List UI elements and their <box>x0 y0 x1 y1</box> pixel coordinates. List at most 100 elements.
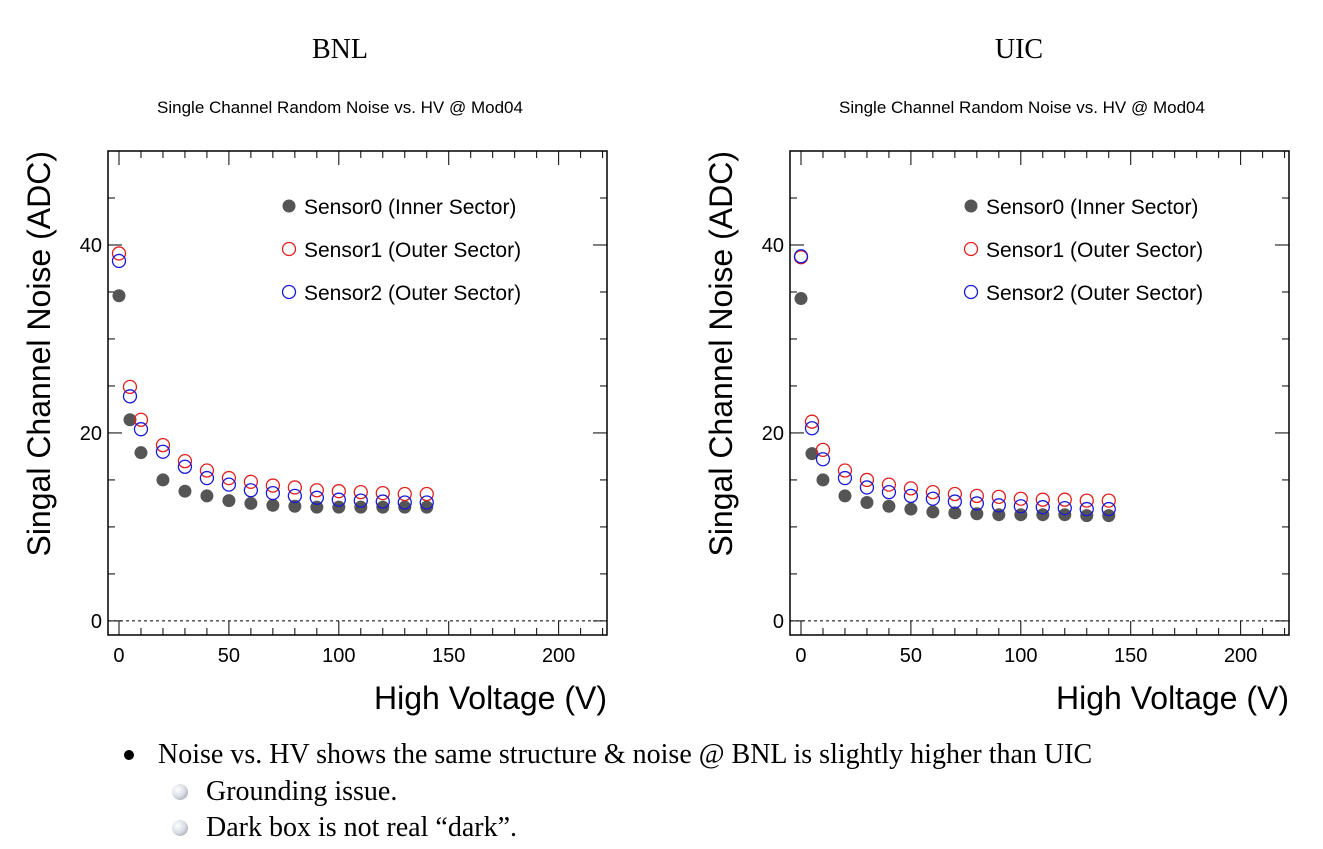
data-point-sensor0 <box>420 500 434 514</box>
data-point-sensor2 <box>177 459 193 474</box>
legend-label-sensor1: Sensor1 (Outer Sector) <box>304 239 521 262</box>
data-point-sensor1 <box>1101 493 1116 508</box>
data-point-sensor2 <box>111 253 127 269</box>
data-point-sensor2 <box>397 495 412 510</box>
data-point-sensor1 <box>1035 492 1050 507</box>
data-point-sensor1 <box>925 484 941 500</box>
y-tick-label: 40 <box>80 235 102 257</box>
data-point-sensor1 <box>309 483 324 498</box>
data-point-sensor2 <box>1079 501 1094 517</box>
data-point-sensor0 <box>1036 508 1050 522</box>
chart-title: Single Channel Random Noise vs. HV @ Mod… <box>839 98 1205 117</box>
y-tick-label: 20 <box>80 423 102 445</box>
legend-marker-sensor0 <box>964 199 978 213</box>
legend-label-sensor2: Sensor2 (Outer Sector) <box>304 282 521 305</box>
x-tick-label: 0 <box>113 645 124 667</box>
data-point-sensor1 <box>419 486 434 502</box>
data-point-sensor1 <box>947 486 963 502</box>
data-point-sensor2 <box>969 496 985 511</box>
data-point-sensor0 <box>398 500 412 514</box>
sub-bullet-text: Dark box is not real “dark”. <box>206 812 517 843</box>
data-point-sensor2 <box>243 483 259 498</box>
data-point-sensor2 <box>1057 500 1072 516</box>
legend-label-sensor0: Sensor0 (Inner Sector) <box>304 196 516 219</box>
x-axis-title: High Voltage (V) <box>374 680 607 716</box>
data-point-sensor1 <box>287 480 303 495</box>
data-point-sensor0 <box>332 500 346 514</box>
legend-marker-sensor1 <box>963 241 979 257</box>
data-point-sensor2 <box>133 422 149 437</box>
data-point-sensor0 <box>882 499 896 513</box>
data-point-sensor0 <box>794 292 808 306</box>
data-point-sensor0 <box>805 447 819 461</box>
data-point-sensor1 <box>353 484 368 500</box>
bullet-dot-icon <box>124 750 134 760</box>
data-point-sensor2 <box>419 495 434 510</box>
data-point-sensor2 <box>859 480 875 495</box>
data-point-sensor2 <box>881 484 897 500</box>
data-point-sensor0 <box>926 505 940 519</box>
data-point-sensor2 <box>199 470 215 486</box>
data-point-sensor1 <box>1079 493 1094 508</box>
data-point-sensor1 <box>1013 491 1028 506</box>
y-tick-label: 0 <box>91 611 102 633</box>
data-point-sensor0 <box>860 495 874 509</box>
data-point-sensor0 <box>200 489 214 503</box>
sub-bullet-icon <box>172 784 188 800</box>
sub-bullet-item: Grounding issue. <box>120 774 1092 810</box>
x-tick-label: 150 <box>432 645 465 667</box>
sub-bullet-item: Dark box is not real “dark”. <box>120 810 1092 846</box>
plot-frame <box>107 150 608 636</box>
data-point-sensor1 <box>177 453 193 469</box>
data-point-sensor2 <box>804 421 820 436</box>
data-point-sensor0 <box>266 498 280 512</box>
legend-label-sensor2: Sensor2 (Outer Sector) <box>986 282 1203 305</box>
data-point-sensor2 <box>221 477 237 492</box>
x-tick-label: 200 <box>1224 645 1257 667</box>
y-axis-title: Singal Channel Noise (ADC) <box>21 151 57 557</box>
data-point-sensor2 <box>375 494 390 509</box>
data-point-sensor2 <box>265 485 281 501</box>
x-axis-title: High Voltage (V) <box>1056 680 1289 716</box>
panel-header-uic: UIC <box>994 34 1044 65</box>
data-point-sensor1 <box>331 484 346 499</box>
data-point-sensor2 <box>1035 500 1050 515</box>
data-point-sensor0 <box>838 489 852 503</box>
chart-bnl: Single Channel Random Noise vs. HV @ Mod… <box>21 98 608 716</box>
x-tick-label: 50 <box>218 645 240 667</box>
data-point-sensor1 <box>221 470 237 486</box>
chart-title: Single Channel Random Noise vs. HV @ Mod… <box>157 98 523 117</box>
data-point-sensor1 <box>1057 492 1072 507</box>
data-point-sensor1 <box>859 472 875 488</box>
legend-label-sensor1: Sensor1 (Outer Sector) <box>986 239 1203 262</box>
data-point-sensor1 <box>804 414 820 429</box>
data-point-sensor1 <box>155 438 171 453</box>
data-point-sensor0 <box>156 473 170 487</box>
panel-header-bnl: BNL <box>312 34 368 65</box>
y-tick-label: 0 <box>773 611 784 633</box>
data-point-sensor1 <box>991 489 1006 504</box>
data-point-sensor1 <box>375 485 390 501</box>
data-point-sensor2 <box>815 452 831 467</box>
data-point-sensor0 <box>244 496 258 510</box>
data-point-sensor1 <box>122 379 138 395</box>
data-point-sensor0 <box>134 446 148 460</box>
legend-marker-sensor2 <box>281 284 297 300</box>
x-tick-label: 200 <box>542 645 575 667</box>
data-point-sensor1 <box>243 474 259 489</box>
data-point-sensor1 <box>199 463 215 478</box>
data-point-sensor0 <box>816 473 830 487</box>
data-point-sensor0 <box>376 500 390 514</box>
data-point-sensor0 <box>112 289 126 303</box>
data-point-sensor2 <box>309 490 324 505</box>
x-tick-label: 100 <box>1004 645 1037 667</box>
data-point-sensor1 <box>903 481 919 496</box>
plot-frame <box>789 150 1290 636</box>
data-point-sensor1 <box>265 478 281 493</box>
data-point-sensor2 <box>793 249 809 264</box>
y-tick-label: 40 <box>762 235 784 257</box>
y-axis-title: Singal Channel Noise (ADC) <box>703 151 739 557</box>
data-point-sensor2 <box>287 488 303 504</box>
legend-marker-sensor2 <box>963 284 979 300</box>
data-point-sensor2 <box>991 498 1006 513</box>
